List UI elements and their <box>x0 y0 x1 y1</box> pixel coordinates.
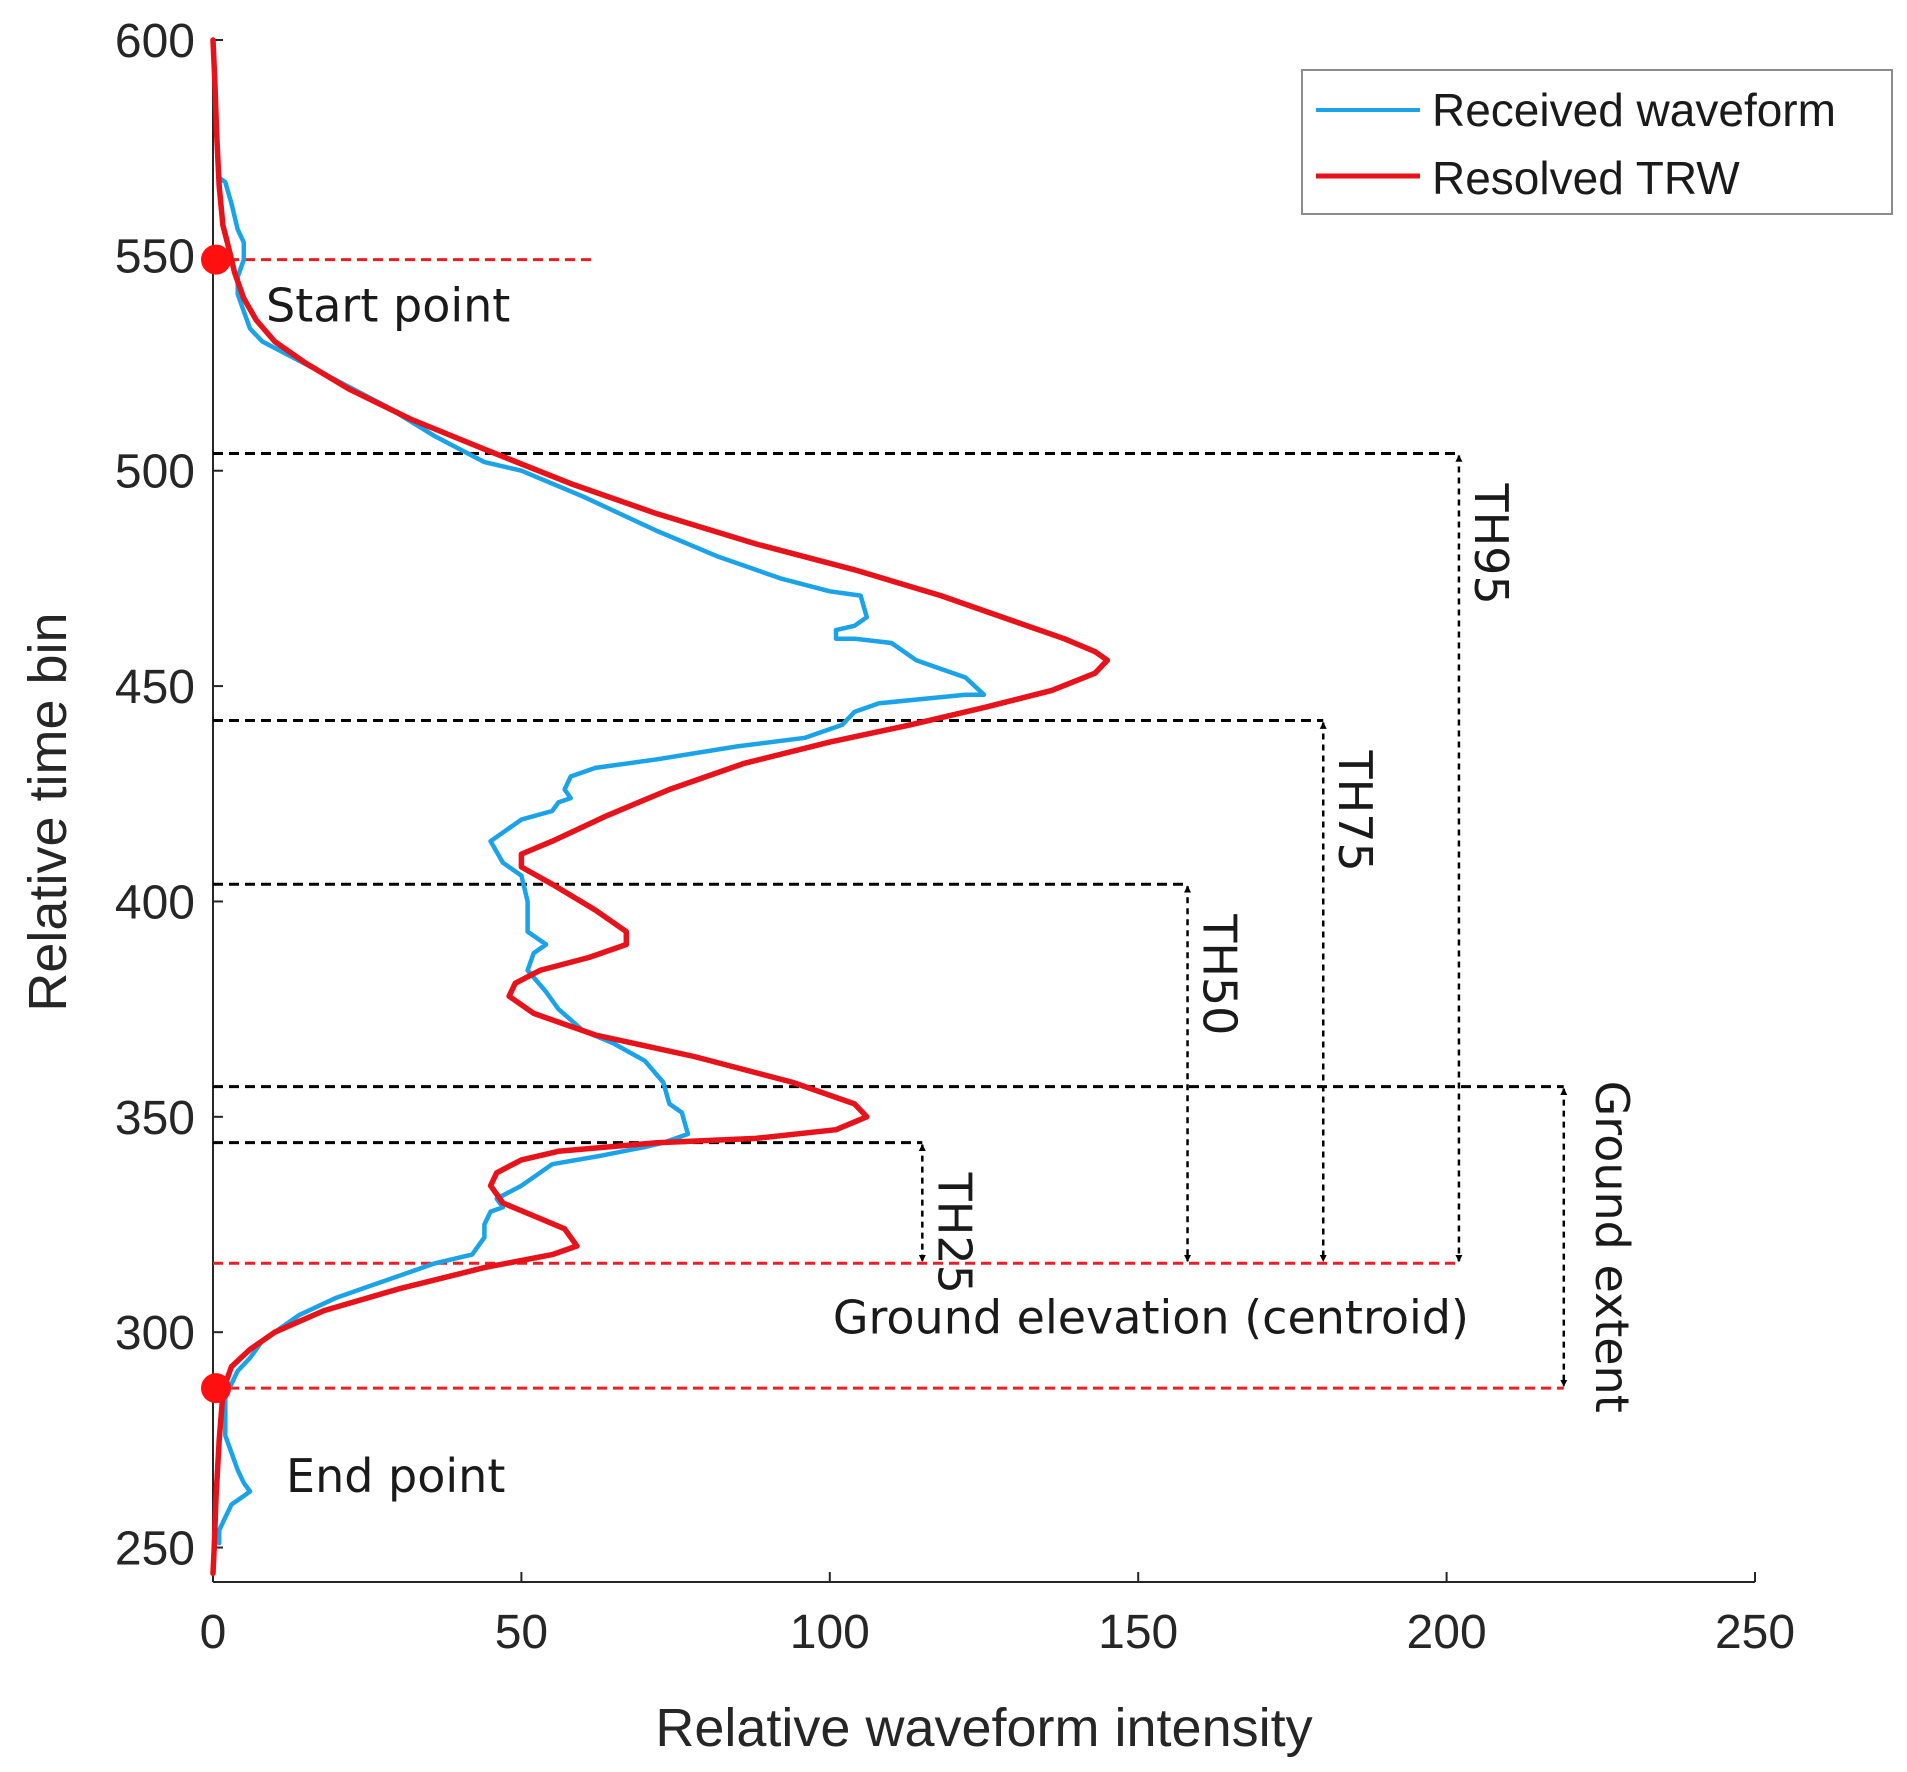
y-axis-label: Relative time bin <box>18 612 78 1011</box>
marker-start-point <box>201 244 231 275</box>
annotations: TH95 TH75 TH50 TH25 Ground extent Ground elev… <box>213 258 1639 1413</box>
x-tick-label: 50 <box>495 1606 548 1659</box>
y-tick-label: 600 <box>115 15 195 68</box>
y-tick-label: 300 <box>115 1307 195 1360</box>
legend-label-received: Received waveform <box>1432 84 1836 136</box>
y-tick-label: 400 <box>115 876 195 929</box>
y-tick-label: 450 <box>115 661 195 714</box>
marker-label-end-point: End point <box>286 1449 505 1503</box>
y-ticks: 250 300 350 400 450 500 550 600 <box>115 15 223 1576</box>
x-tick-label: 250 <box>1715 1606 1795 1659</box>
series-layer <box>210 37 1111 1577</box>
threshold-label-th75: TH75 <box>1328 750 1382 872</box>
threshold-label-th25: TH25 <box>927 1172 981 1294</box>
threshold-label-th95: TH95 <box>1464 482 1518 604</box>
x-tick-label: 0 <box>200 1606 227 1659</box>
threshold-label-th50: TH50 <box>1193 913 1247 1035</box>
legend-box <box>1301 69 1893 215</box>
marker-end-point <box>201 1373 231 1404</box>
axes: 250 300 350 400 450 500 550 600 0 50 100 150 200 250 <box>115 15 1795 1659</box>
y-tick-label: 350 <box>115 1092 195 1145</box>
y-tick-label: 250 <box>115 1523 195 1576</box>
x-tick-label: 150 <box>1098 1606 1178 1659</box>
marker-layer: Start point End point <box>201 244 510 1503</box>
x-axis-label: Relative waveform intensity <box>655 1698 1312 1758</box>
legend-label-resolved: Resolved TRW <box>1432 152 1740 204</box>
ground-extent-label: Ground extent <box>1585 1081 1639 1413</box>
y-tick-label: 550 <box>115 230 195 283</box>
series-line-resolved-trw <box>210 37 1111 1577</box>
x-ticks: 0 50 100 150 200 250 <box>200 1572 1795 1659</box>
x-tick-label: 100 <box>790 1606 870 1659</box>
x-tick-label: 200 <box>1407 1606 1487 1659</box>
ground-elevation-label: Ground elevation (centroid) <box>833 1290 1469 1344</box>
legend: Received waveform Resolved TRW <box>1301 69 1893 215</box>
marker-label-start-point: Start point <box>266 279 510 333</box>
y-tick-label: 500 <box>115 446 195 499</box>
